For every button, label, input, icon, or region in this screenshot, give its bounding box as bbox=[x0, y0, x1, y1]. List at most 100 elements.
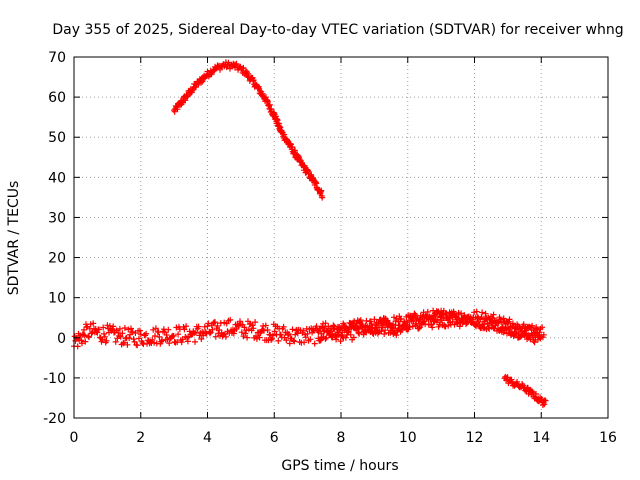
data-point bbox=[230, 330, 237, 337]
y-tick-label: -20 bbox=[43, 411, 66, 427]
data-point bbox=[143, 330, 150, 337]
data-point bbox=[304, 330, 311, 337]
data-point bbox=[269, 335, 275, 342]
data-point bbox=[475, 318, 482, 325]
data-point bbox=[207, 330, 213, 337]
y-tick-label: 10 bbox=[48, 291, 66, 307]
data-point bbox=[302, 334, 309, 341]
data-point bbox=[307, 336, 314, 343]
data-point bbox=[78, 337, 85, 344]
data-point bbox=[100, 324, 107, 331]
data-point bbox=[509, 320, 516, 327]
data-point bbox=[80, 331, 87, 338]
data-point bbox=[534, 326, 541, 333]
data-point bbox=[515, 329, 522, 336]
data-point bbox=[242, 330, 249, 337]
data-point bbox=[275, 120, 282, 127]
data-point bbox=[350, 334, 357, 341]
data-point bbox=[386, 320, 393, 327]
data-point bbox=[421, 318, 428, 325]
data-point bbox=[531, 339, 538, 346]
data-point bbox=[274, 117, 281, 124]
data-point bbox=[317, 337, 324, 344]
y-axis-label: SDTVAR / TECUs bbox=[6, 181, 22, 296]
x-tick-label: 12 bbox=[466, 430, 484, 446]
x-tick-label: 14 bbox=[532, 430, 550, 446]
y-tick-label: 40 bbox=[48, 170, 66, 186]
data-point bbox=[355, 325, 362, 332]
data-point bbox=[494, 320, 500, 327]
series-high-arc bbox=[171, 59, 326, 201]
data-point bbox=[204, 323, 211, 330]
data-point bbox=[85, 333, 92, 340]
data-point bbox=[253, 333, 259, 340]
data-point bbox=[508, 329, 515, 336]
data-point bbox=[165, 326, 172, 333]
data-point bbox=[479, 309, 486, 316]
data-layer bbox=[71, 59, 549, 408]
data-point bbox=[522, 330, 529, 337]
data-point bbox=[88, 330, 95, 337]
data-point bbox=[256, 334, 263, 341]
data-point bbox=[134, 342, 141, 349]
data-point bbox=[381, 331, 388, 337]
x-tick-label: 4 bbox=[203, 430, 212, 446]
data-point bbox=[300, 327, 307, 334]
data-point bbox=[412, 322, 419, 329]
data-point bbox=[233, 60, 240, 67]
data-point bbox=[192, 338, 198, 345]
data-point bbox=[291, 338, 298, 345]
data-point bbox=[252, 319, 259, 326]
data-point bbox=[416, 324, 423, 331]
y-tick-label: 30 bbox=[48, 210, 66, 226]
data-point bbox=[345, 328, 352, 335]
data-point bbox=[264, 327, 271, 333]
data-point bbox=[473, 323, 480, 330]
data-point bbox=[357, 317, 364, 324]
data-point bbox=[281, 131, 288, 138]
data-point bbox=[367, 318, 374, 325]
data-point bbox=[396, 322, 403, 329]
data-point bbox=[244, 334, 251, 341]
data-point bbox=[483, 315, 490, 322]
data-point bbox=[507, 330, 514, 337]
data-point bbox=[222, 333, 229, 340]
data-point bbox=[301, 339, 308, 346]
data-point bbox=[538, 395, 545, 402]
data-point bbox=[269, 332, 276, 339]
data-point bbox=[375, 329, 382, 335]
data-point bbox=[164, 336, 171, 343]
data-point bbox=[280, 323, 287, 330]
data-point bbox=[318, 336, 324, 343]
data-point bbox=[101, 333, 108, 340]
y-tick-label: -10 bbox=[43, 371, 66, 387]
data-point bbox=[126, 335, 133, 342]
data-point bbox=[453, 313, 460, 320]
data-point bbox=[519, 328, 526, 335]
data-point bbox=[514, 378, 521, 385]
series-scatter-cluster bbox=[314, 309, 544, 342]
data-point bbox=[181, 326, 188, 333]
data-point bbox=[271, 328, 278, 335]
data-point bbox=[539, 324, 546, 331]
x-axis-label: GPS time / hours bbox=[281, 458, 398, 474]
data-point bbox=[540, 331, 547, 338]
data-point bbox=[490, 311, 497, 318]
data-point bbox=[458, 310, 465, 317]
data-point bbox=[195, 323, 202, 330]
data-point bbox=[482, 310, 489, 317]
data-point bbox=[158, 338, 165, 345]
data-point bbox=[101, 330, 107, 337]
data-point bbox=[393, 332, 400, 339]
data-point bbox=[198, 79, 204, 86]
data-point bbox=[245, 326, 252, 333]
data-point bbox=[119, 330, 126, 337]
data-point bbox=[262, 322, 269, 329]
data-point bbox=[537, 335, 544, 342]
data-point bbox=[399, 327, 405, 334]
data-point bbox=[285, 332, 291, 338]
data-point bbox=[116, 325, 123, 332]
data-point bbox=[112, 338, 119, 345]
data-point bbox=[200, 332, 207, 339]
